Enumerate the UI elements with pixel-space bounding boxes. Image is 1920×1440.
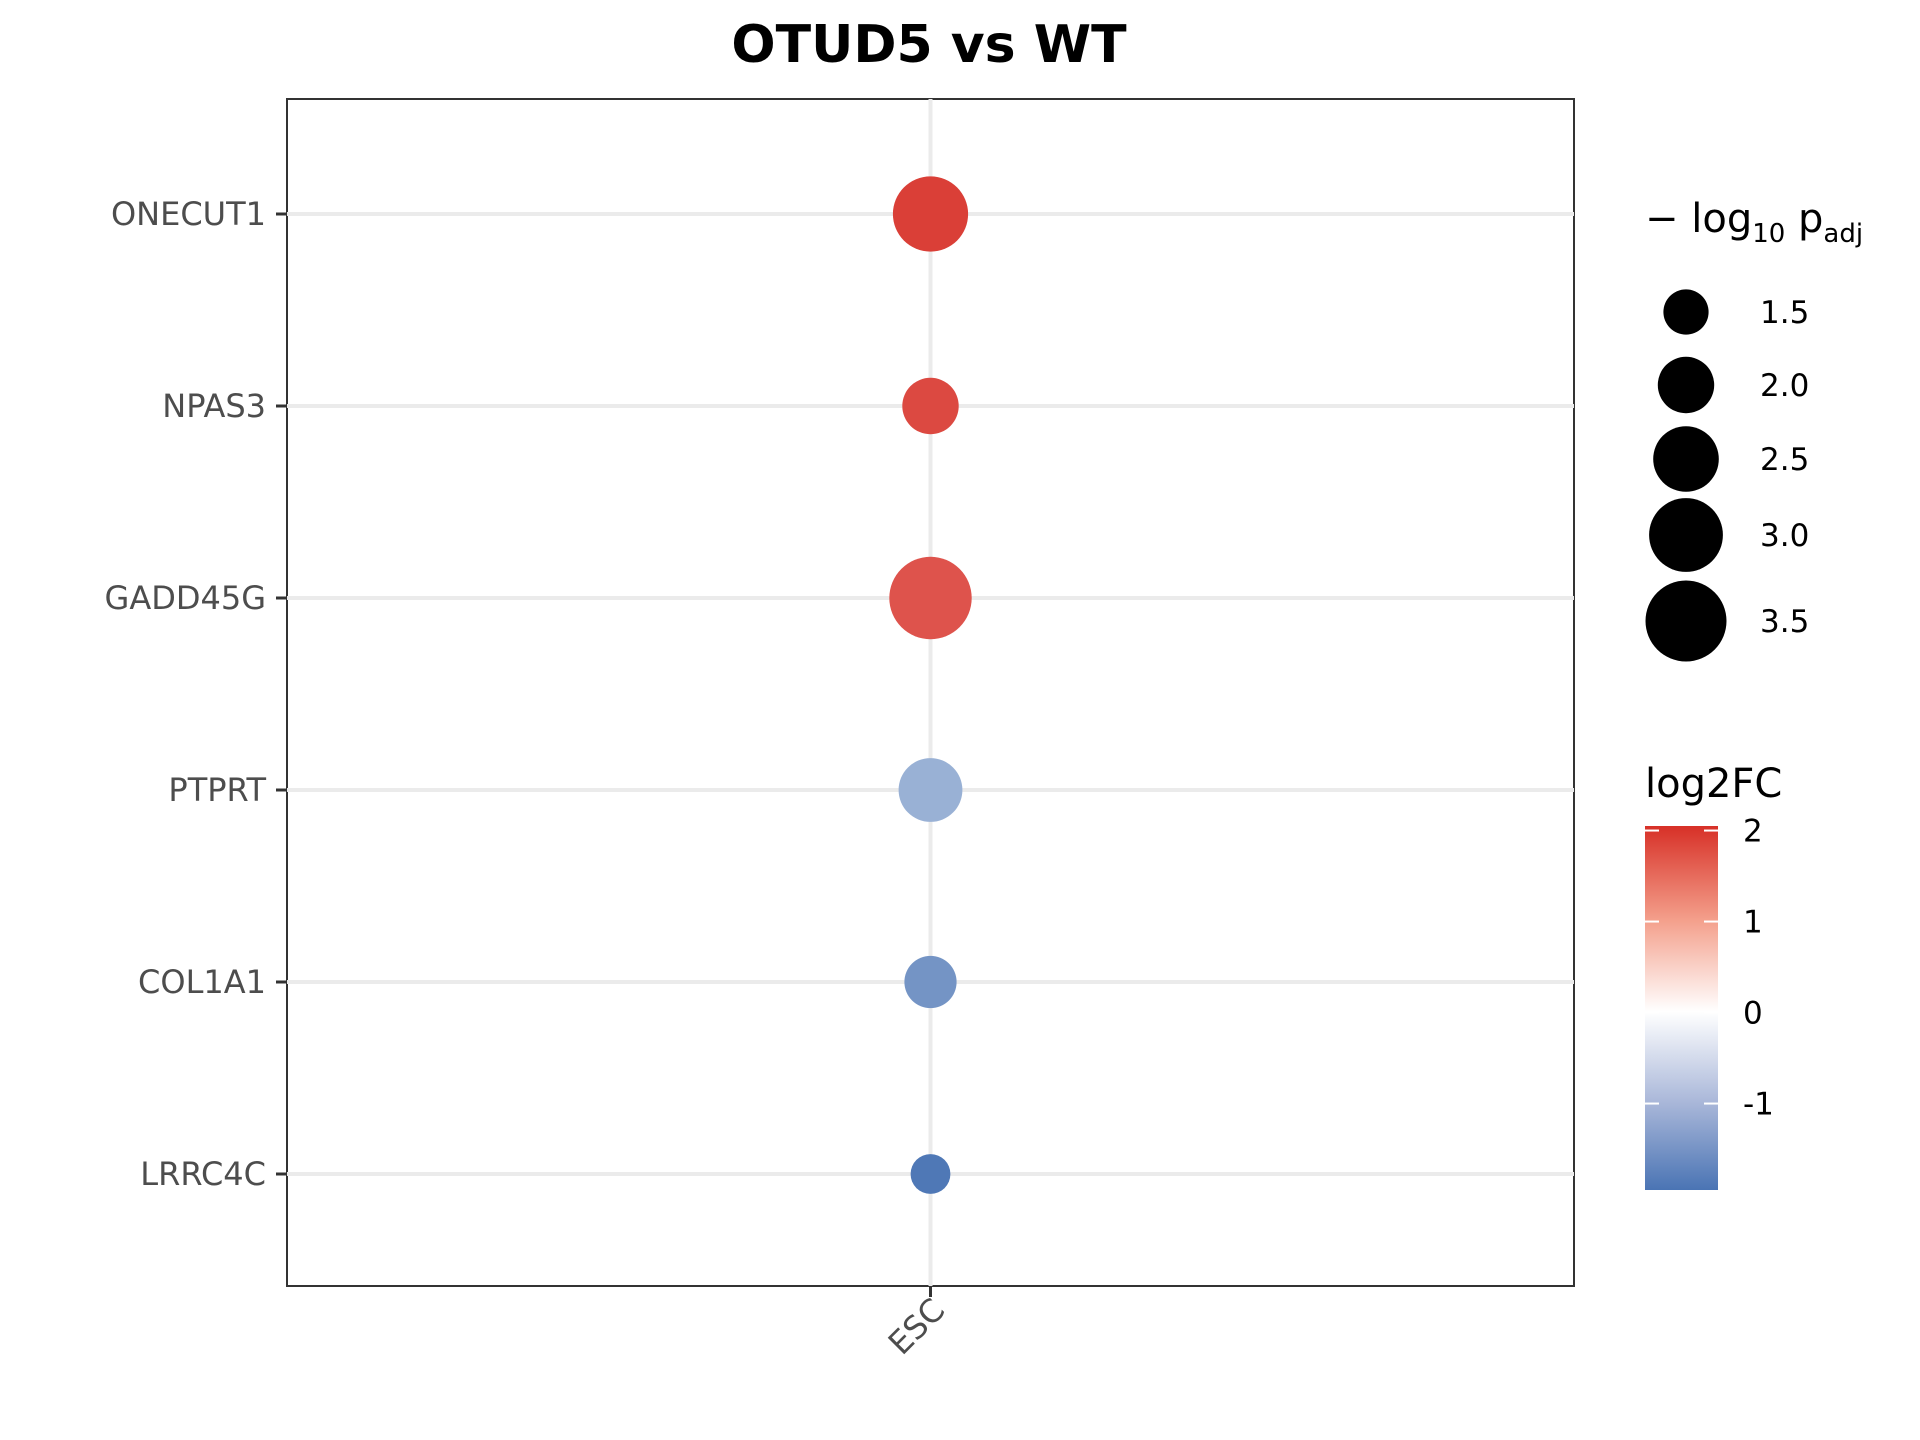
size-legend-key	[1663, 289, 1709, 335]
chart-title: OTUD5 vs WT	[731, 15, 1127, 75]
y-tick-label: GADD45G	[105, 579, 266, 617]
y-tick-label: ONECUT1	[111, 195, 266, 233]
size-legend-key	[1649, 498, 1723, 572]
size-legend-title: − log10 padj	[1645, 196, 1863, 249]
size-legend-label: 3.5	[1760, 604, 1809, 640]
color-legend-label: -1	[1743, 1087, 1774, 1123]
y-tick-label: LRRC4C	[140, 1155, 266, 1193]
size-legend-key	[1657, 356, 1715, 414]
color-bar	[1645, 826, 1718, 1190]
size-legend-label: 1.5	[1760, 295, 1809, 331]
data-point	[902, 377, 959, 435]
y-tick-label: PTPRT	[168, 771, 266, 809]
data-point	[904, 955, 957, 1009]
data-points	[889, 176, 972, 1194]
data-point	[910, 1154, 951, 1194]
size-legend: − log10 padj 1.5 2.0 2.5 3.0 3.5	[1645, 196, 1863, 662]
y-tick-label: COL1A1	[138, 963, 266, 1001]
size-legend-key	[1653, 426, 1719, 492]
color-legend: log2FC 2 1 0 -1	[1645, 761, 1782, 1190]
data-point	[892, 176, 969, 252]
x-tick-label: ESC	[881, 1291, 952, 1362]
color-legend-label: 1	[1743, 905, 1763, 941]
data-point	[898, 758, 963, 822]
color-legend-label: 2	[1743, 814, 1763, 850]
y-axis: ONECUT1 NPAS3 GADD45G PTPRT COL1A1 LRRC4C	[105, 195, 287, 1193]
size-legend-label: 2.0	[1760, 368, 1809, 404]
size-legend-key	[1645, 580, 1727, 662]
data-point	[889, 556, 972, 640]
color-legend-title: log2FC	[1645, 761, 1782, 807]
x-axis: ESC	[881, 1286, 952, 1362]
size-legend-label: 2.5	[1760, 442, 1809, 478]
size-legend-label: 3.0	[1760, 518, 1809, 554]
color-legend-label: 0	[1743, 996, 1763, 1032]
y-tick-label: NPAS3	[162, 387, 266, 425]
